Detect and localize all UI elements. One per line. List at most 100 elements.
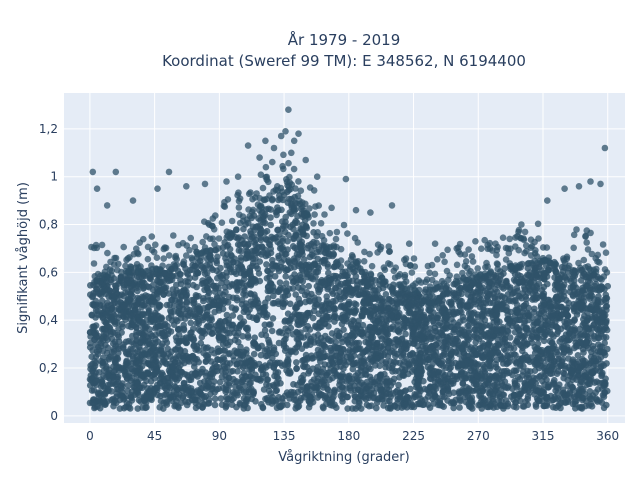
scatter-point (391, 403, 399, 410)
scatter-point (190, 281, 197, 289)
scatter-point (168, 317, 176, 324)
scatter-point (302, 325, 310, 333)
scatter-point (114, 343, 122, 351)
scatter-point (503, 367, 511, 375)
scatter-point (199, 327, 206, 335)
scatter-point (225, 374, 233, 382)
scatter-point (340, 326, 347, 334)
scatter-point (572, 405, 579, 412)
scatter-point (293, 365, 301, 372)
scatter-point (351, 300, 358, 307)
scatter-point (295, 340, 303, 348)
scatter-point (512, 351, 519, 359)
scatter-point (390, 375, 398, 383)
scatter-point (160, 284, 168, 291)
scatter-point (289, 331, 297, 338)
scatter-point (476, 392, 483, 400)
scatter-point (466, 345, 473, 353)
scatter-point (580, 349, 587, 356)
scatter-point (133, 336, 141, 343)
scatter-point (532, 403, 540, 410)
scatter-point (600, 393, 608, 401)
scatter-point (277, 264, 285, 271)
scatter-point (195, 292, 202, 300)
scatter-point (504, 402, 512, 410)
scatter-point (420, 377, 427, 385)
scatter-point (250, 350, 258, 358)
scatter-point (274, 369, 282, 376)
scatter-point (166, 384, 174, 392)
scatter-point (573, 311, 581, 318)
scatter-point (267, 214, 274, 221)
scatter-point (145, 304, 152, 312)
scatter-point (87, 291, 94, 299)
scatter-point (260, 304, 268, 311)
scatter-point (215, 330, 222, 338)
scatter-point (432, 327, 440, 335)
scatter-point (553, 302, 560, 310)
scatter-point (553, 330, 561, 338)
scatter-point (284, 401, 291, 409)
scatter-point (308, 246, 315, 254)
scatter-point (411, 313, 419, 321)
scatter-point (497, 401, 504, 409)
scatter-point (361, 371, 369, 378)
scatter-point (535, 310, 543, 317)
scatter-point (280, 337, 288, 344)
scatter-point (504, 383, 512, 390)
scatter-point (579, 287, 586, 294)
scatter-point (540, 402, 547, 410)
scatter-point (274, 226, 281, 234)
scatter-point (241, 271, 248, 279)
scatter-point (355, 317, 362, 325)
scatter-point (140, 396, 148, 404)
scatter-point (270, 292, 277, 300)
scatter-point (492, 312, 499, 319)
scatter-point (312, 300, 320, 308)
scatter-point (291, 271, 298, 278)
scatter-point (316, 283, 324, 291)
scatter-point (319, 403, 327, 411)
scatter-point (586, 303, 594, 311)
scatter-point (523, 374, 530, 381)
scatter-point (314, 331, 322, 339)
scatter-point (588, 403, 596, 410)
scatter-point (230, 395, 237, 402)
scatter-point (368, 386, 376, 393)
scatter-point (200, 344, 208, 351)
scatter-point (158, 315, 165, 323)
scatter-point (554, 324, 561, 332)
scatter-point (257, 351, 265, 359)
scatter-point (518, 294, 525, 302)
scatter-point (144, 293, 152, 300)
scatter-point (228, 263, 235, 271)
scatter-point (340, 357, 348, 365)
scatter-point (231, 306, 239, 314)
scatter-point (107, 330, 114, 338)
scatter-point (475, 361, 482, 368)
scatter-point (276, 286, 283, 294)
scatter-point (205, 379, 212, 387)
scatter-point (380, 402, 387, 409)
scatter-point (305, 282, 313, 290)
scatter-point (298, 374, 305, 382)
scatter-point (541, 364, 548, 372)
scatter-point (505, 358, 513, 366)
scatter-point (320, 376, 327, 384)
scatter-point (426, 292, 434, 300)
scatter-point (293, 219, 301, 226)
scatter-point (243, 254, 250, 262)
scatter-point (429, 370, 436, 378)
scatter-point (100, 382, 107, 390)
scatter-point (159, 332, 166, 340)
scatter-point (220, 354, 227, 361)
scatter-point (548, 318, 556, 326)
scatter-point (225, 316, 232, 324)
scatter-point (237, 247, 245, 255)
scatter-point (262, 211, 269, 218)
scatter-point (218, 373, 226, 381)
scatter-point (275, 339, 283, 347)
scatter-point (298, 311, 306, 319)
scatter-point (204, 293, 211, 300)
scatter-point (332, 338, 340, 346)
